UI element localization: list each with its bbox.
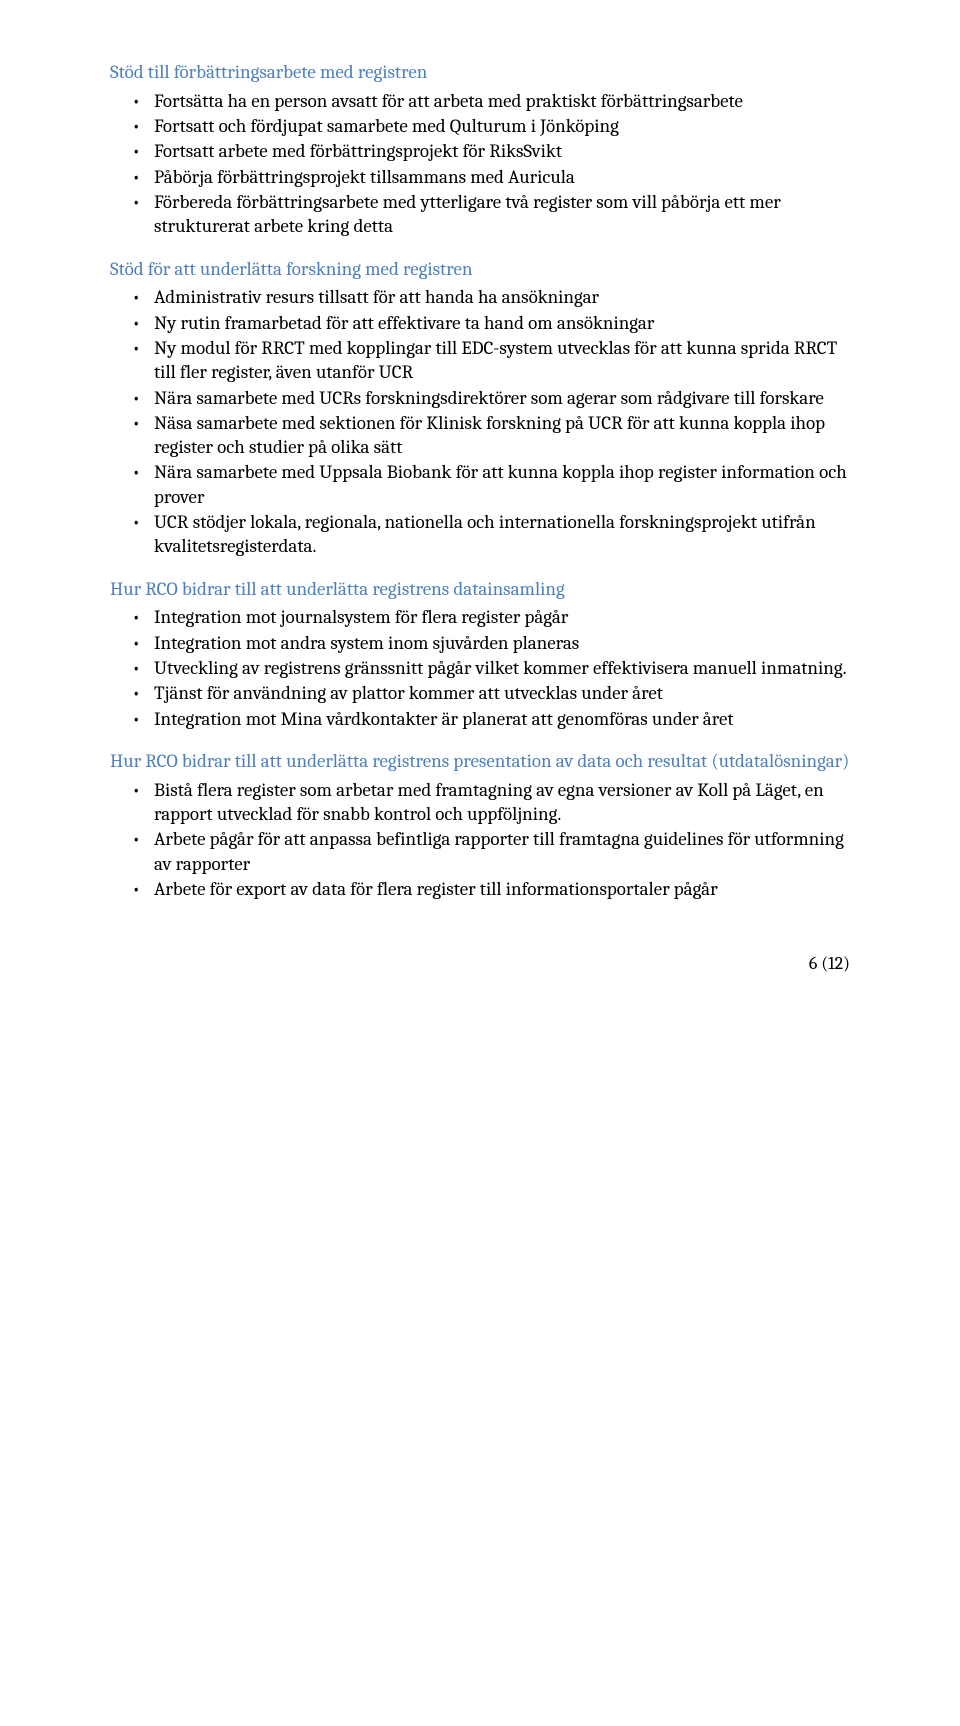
document-body: Stöd till förbättringsarbete med registr… [110,60,850,974]
bullet-list: Fortsätta ha en person avsatt för att ar… [110,89,850,239]
list-item: Administrativ resurs tillsatt för att ha… [110,285,850,309]
list-item: Nära samarbete med UCRs forskningsdirekt… [110,386,850,410]
list-item: Fortsätta ha en person avsatt för att ar… [110,89,850,113]
bullet-list: Administrativ resurs tillsatt för att ha… [110,285,850,558]
list-item: Tjänst för användning av plattor kommer … [110,681,850,705]
list-item: Förbereda förbättringsarbete med ytterli… [110,190,850,239]
list-item: Påbörja förbättringsprojekt tillsammans … [110,165,850,189]
section-heading: Hur RCO bidrar till att underlätta regis… [110,749,850,774]
section-heading: Hur RCO bidrar till att underlätta regis… [110,577,850,602]
section-heading: Stöd för att underlätta forskning med re… [110,257,850,282]
bullet-list: Integration mot journalsystem för flera … [110,605,850,731]
list-item: Integration mot journalsystem för flera … [110,605,850,629]
list-item: Integration mot andra system inom sjuvår… [110,631,850,655]
list-item: Ny rutin framarbetad för att effektivare… [110,311,850,335]
list-item: Nära samarbete med Uppsala Biobank för a… [110,460,850,509]
section-3: Hur RCO bidrar till att underlätta regis… [110,577,850,731]
list-item: Arbete för export av data för flera regi… [110,877,850,901]
list-item: Fortsatt arbete med förbättringsprojekt … [110,139,850,163]
list-item: Utveckling av registrens gränssnitt pågå… [110,656,850,680]
section-4: Hur RCO bidrar till att underlätta regis… [110,749,850,901]
list-item: Arbete pågår för att anpassa befintliga … [110,827,850,876]
section-1: Stöd till förbättringsarbete med registr… [110,60,850,239]
section-2: Stöd för att underlätta forskning med re… [110,257,850,559]
bullet-list: Bistå flera register som arbetar med fra… [110,778,850,902]
page-number: 6 (12) [110,953,850,974]
list-item: Integration mot Mina vårdkontakter är pl… [110,707,850,731]
list-item: UCR stödjer lokala, regionala, nationell… [110,510,850,559]
list-item: Bistå flera register som arbetar med fra… [110,778,850,827]
list-item: Näsa samarbete med sektionen för Klinisk… [110,411,850,460]
section-heading: Stöd till förbättringsarbete med registr… [110,60,850,85]
list-item: Ny modul för RRCT med kopplingar till ED… [110,336,850,385]
list-item: Fortsatt och fördjupat samarbete med Qul… [110,114,850,138]
